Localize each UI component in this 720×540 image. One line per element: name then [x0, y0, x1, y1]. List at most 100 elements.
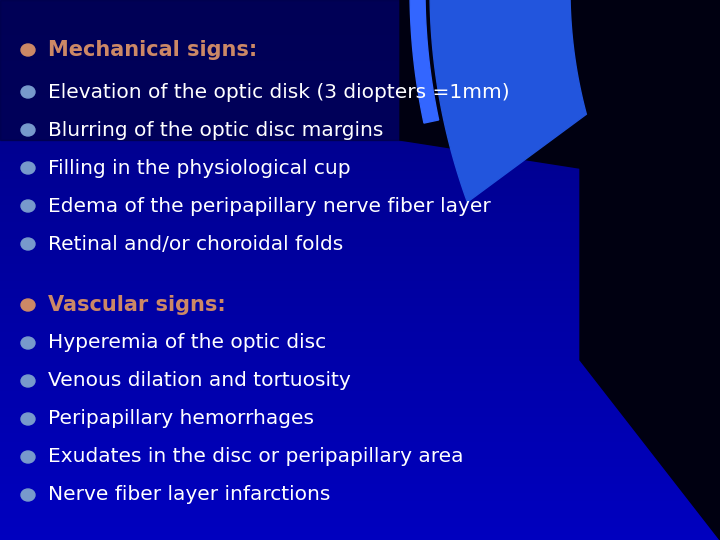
- Bar: [0, 2, 720, 3]
- Bar: [0, 15, 720, 16]
- Bar: [0, 242, 720, 243]
- Bar: [0, 428, 720, 429]
- Bar: [0, 24, 720, 25]
- Bar: [0, 75, 720, 76]
- Bar: [0, 217, 720, 218]
- Bar: [0, 179, 720, 180]
- Bar: [0, 181, 720, 182]
- Bar: [0, 70, 720, 71]
- Bar: [0, 414, 720, 415]
- Bar: [0, 135, 720, 136]
- Bar: [0, 19, 720, 20]
- Bar: [0, 106, 720, 107]
- Bar: [0, 511, 720, 512]
- Bar: [0, 226, 720, 227]
- Bar: [0, 4, 720, 5]
- Bar: [0, 12, 720, 13]
- Bar: [0, 29, 720, 30]
- Bar: [0, 441, 720, 442]
- Bar: [0, 358, 720, 359]
- Bar: [0, 342, 720, 343]
- Bar: [0, 514, 720, 515]
- Bar: [0, 512, 720, 513]
- Bar: [0, 341, 720, 342]
- Bar: [0, 479, 720, 480]
- Bar: [0, 320, 720, 321]
- Bar: [0, 55, 720, 56]
- Bar: [0, 39, 720, 40]
- Bar: [0, 372, 720, 373]
- Bar: [0, 355, 720, 356]
- Text: Peripapillary hemorrhages: Peripapillary hemorrhages: [48, 409, 314, 429]
- Bar: [0, 128, 720, 129]
- Bar: [0, 73, 720, 74]
- Bar: [0, 216, 720, 217]
- Bar: [0, 116, 720, 117]
- Bar: [0, 248, 720, 249]
- Bar: [0, 413, 720, 414]
- Bar: [0, 306, 720, 307]
- Bar: [0, 404, 720, 405]
- Bar: [0, 496, 720, 497]
- Bar: [0, 132, 720, 133]
- Bar: [0, 324, 720, 325]
- Bar: [0, 219, 720, 220]
- Bar: [0, 370, 720, 371]
- Ellipse shape: [21, 299, 35, 311]
- Bar: [0, 334, 720, 335]
- Bar: [0, 432, 720, 433]
- Bar: [0, 399, 720, 400]
- Bar: [0, 0, 720, 1]
- Bar: [0, 53, 720, 54]
- Bar: [0, 449, 720, 450]
- Bar: [0, 427, 720, 428]
- Bar: [0, 200, 720, 201]
- Bar: [0, 291, 720, 292]
- Bar: [0, 74, 720, 75]
- Bar: [0, 382, 720, 383]
- Bar: [0, 311, 720, 312]
- Bar: [0, 277, 720, 278]
- Bar: [0, 54, 720, 55]
- Bar: [0, 131, 720, 132]
- Bar: [0, 313, 720, 314]
- Bar: [0, 87, 720, 88]
- Bar: [0, 250, 720, 251]
- Bar: [0, 222, 720, 223]
- Bar: [0, 352, 720, 353]
- Text: Mechanical signs:: Mechanical signs:: [48, 40, 257, 60]
- Bar: [0, 279, 720, 280]
- Bar: [0, 191, 720, 192]
- Bar: [0, 140, 720, 141]
- Bar: [0, 473, 720, 474]
- Bar: [0, 228, 720, 229]
- Bar: [0, 241, 720, 242]
- Ellipse shape: [21, 124, 35, 136]
- Bar: [0, 105, 720, 106]
- Bar: [0, 185, 720, 186]
- Bar: [0, 193, 720, 194]
- Bar: [0, 387, 720, 388]
- Bar: [0, 354, 720, 355]
- Bar: [0, 455, 720, 456]
- Bar: [0, 45, 720, 46]
- Bar: [0, 375, 720, 376]
- Polygon shape: [410, 0, 551, 123]
- Bar: [0, 309, 720, 310]
- Bar: [0, 56, 720, 57]
- Bar: [0, 52, 720, 53]
- Bar: [0, 156, 720, 157]
- Bar: [0, 173, 720, 174]
- Bar: [0, 10, 720, 11]
- Bar: [0, 159, 720, 160]
- Bar: [0, 227, 720, 228]
- Bar: [0, 499, 720, 500]
- Bar: [0, 527, 720, 528]
- Bar: [0, 461, 720, 462]
- Bar: [0, 285, 720, 286]
- Bar: [0, 490, 720, 491]
- Bar: [0, 245, 720, 246]
- Bar: [0, 456, 720, 457]
- Bar: [0, 363, 720, 364]
- Bar: [0, 389, 720, 390]
